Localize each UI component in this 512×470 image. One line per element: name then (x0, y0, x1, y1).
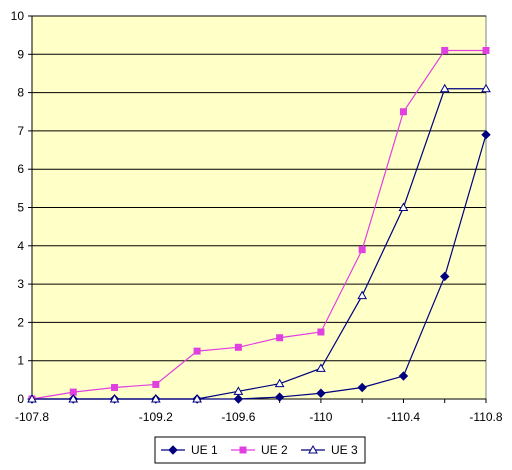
data-point-ue1 (440, 271, 450, 282)
data-point-ue3 (481, 83, 491, 93)
y-tick-label: 6 (17, 162, 24, 176)
data-point-ue2 (317, 328, 325, 336)
data-point-ue2 (234, 343, 242, 351)
legend-marker-ue1 (168, 445, 178, 455)
legend-label-ue2: UE 2 (261, 443, 288, 457)
y-tick-label: 0 (17, 392, 24, 406)
y-tick-label: 4 (17, 239, 24, 253)
data-point-ue1 (274, 392, 285, 402)
legend-marker-ue2 (239, 446, 247, 454)
data-point-ue2 (441, 46, 449, 54)
data-point-ue3 (192, 393, 202, 403)
data-point-ue2 (193, 347, 201, 355)
data-point-ue3 (316, 363, 326, 372)
y-tick-label: 1 (17, 354, 24, 368)
y-axis-ticks: 0 1 2 3 4 5 6 7 8 9 10 (11, 9, 33, 406)
x-axis-ticks: -107.8 -109.2 -109.6 -110 -110.4 -110.8 (15, 398, 503, 424)
y-tick-label: 9 (17, 47, 24, 61)
y-tick-label: 10 (11, 9, 25, 23)
data-point-ue3 (439, 83, 450, 93)
series-line-ue2 (31, 49, 486, 400)
data-point-ue2 (152, 380, 160, 388)
data-point-ue1 (357, 382, 367, 393)
data-point-ue2 (111, 384, 119, 392)
x-tick-label: -110 (309, 410, 332, 424)
data-point-ue3 (274, 378, 285, 388)
x-tick-label: -109.2 (139, 410, 173, 424)
x-tick-label: -107.8 (15, 410, 49, 424)
legend-label-ue3: UE 3 (331, 443, 358, 457)
data-point-ue3 (233, 386, 244, 395)
data-point-ue3 (109, 393, 120, 403)
legend-box (154, 436, 366, 464)
data-point-ue1 (316, 388, 326, 398)
y-tick-label: 5 (17, 201, 24, 215)
legend-label-ue1: UE 1 (191, 443, 218, 457)
x-tick-label: -110.4 (387, 410, 420, 424)
series-lines (31, 49, 487, 400)
x-tick-label: -110.8 (469, 410, 502, 424)
legend-marker-ue3 (308, 444, 318, 454)
data-point-ue3 (357, 290, 368, 300)
data-point-ue3 (27, 393, 37, 403)
gridlines (32, 15, 486, 400)
data-point-ue2 (358, 246, 366, 254)
legend: UE 1 UE 2 UE 3 (154, 436, 366, 464)
data-point-ue3 (398, 202, 409, 211)
data-point-ue2 (482, 46, 490, 54)
data-point-ue1 (233, 394, 244, 404)
y-tick-label: 3 (17, 277, 24, 291)
data-point-ue2 (399, 108, 407, 116)
data-point-ue3 (150, 393, 161, 403)
data-point-ue1 (398, 371, 409, 381)
series-line-ue3 (32, 88, 486, 400)
y-tick-label: 8 (17, 86, 24, 100)
y-tick-label: 2 (17, 315, 24, 329)
data-point-ue1 (481, 130, 491, 140)
data-point-ue3 (68, 393, 79, 403)
x-tick-label: -109.6 (221, 410, 255, 424)
series-markers (27, 46, 491, 404)
data-point-ue2 (276, 334, 284, 342)
y-tick-label: 7 (17, 124, 24, 138)
